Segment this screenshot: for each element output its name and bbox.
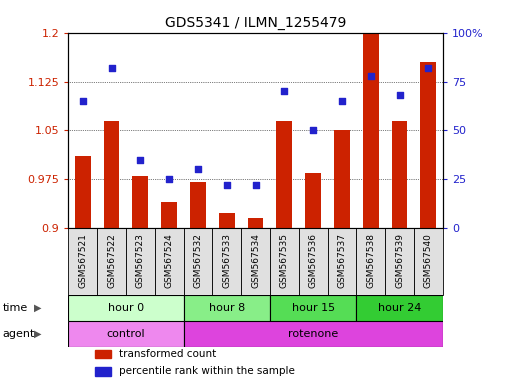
- Bar: [94, 367, 111, 376]
- Point: [222, 182, 230, 188]
- Text: agent: agent: [3, 329, 35, 339]
- Bar: [362, 0, 378, 228]
- Text: GSM567536: GSM567536: [308, 233, 317, 288]
- FancyBboxPatch shape: [183, 321, 442, 347]
- Point: [424, 65, 432, 71]
- FancyBboxPatch shape: [356, 295, 442, 321]
- FancyBboxPatch shape: [183, 295, 269, 321]
- Bar: [391, 121, 407, 228]
- Text: time: time: [3, 303, 28, 313]
- Point: [78, 98, 86, 104]
- Text: control: control: [107, 329, 145, 339]
- Text: hour 8: hour 8: [208, 303, 244, 313]
- FancyBboxPatch shape: [269, 295, 356, 321]
- FancyBboxPatch shape: [212, 228, 241, 295]
- FancyBboxPatch shape: [126, 228, 155, 295]
- Point: [107, 65, 115, 71]
- Bar: [420, 62, 435, 228]
- FancyBboxPatch shape: [413, 228, 442, 295]
- FancyBboxPatch shape: [97, 228, 126, 295]
- Bar: [161, 202, 177, 228]
- Point: [395, 92, 403, 98]
- Text: GSM567537: GSM567537: [337, 233, 346, 288]
- Text: GSM567539: GSM567539: [394, 233, 403, 288]
- Point: [309, 127, 317, 133]
- FancyBboxPatch shape: [298, 228, 327, 295]
- Bar: [247, 218, 263, 228]
- Text: GSM567532: GSM567532: [193, 233, 202, 288]
- Point: [165, 176, 173, 182]
- Point: [366, 73, 374, 79]
- FancyBboxPatch shape: [68, 321, 183, 347]
- Text: percentile rank within the sample: percentile rank within the sample: [119, 366, 294, 376]
- Bar: [305, 173, 321, 228]
- Text: ▶: ▶: [34, 303, 41, 313]
- Point: [136, 157, 144, 163]
- FancyBboxPatch shape: [269, 228, 298, 295]
- Text: GSM567538: GSM567538: [366, 233, 375, 288]
- Bar: [104, 121, 119, 228]
- FancyBboxPatch shape: [241, 228, 269, 295]
- Text: transformed count: transformed count: [119, 349, 216, 359]
- Bar: [333, 130, 349, 228]
- Text: GSM567535: GSM567535: [279, 233, 288, 288]
- Text: ▶: ▶: [34, 329, 41, 339]
- Text: GSM567534: GSM567534: [250, 233, 260, 288]
- FancyBboxPatch shape: [384, 228, 413, 295]
- FancyBboxPatch shape: [155, 228, 183, 295]
- Bar: [218, 213, 234, 228]
- Text: GSM567522: GSM567522: [107, 233, 116, 288]
- FancyBboxPatch shape: [327, 228, 356, 295]
- FancyBboxPatch shape: [68, 228, 97, 295]
- Bar: [132, 176, 148, 228]
- Text: GSM567540: GSM567540: [423, 233, 432, 288]
- Point: [193, 166, 201, 172]
- Point: [280, 88, 288, 94]
- Text: rotenone: rotenone: [287, 329, 338, 339]
- Bar: [276, 121, 292, 228]
- Bar: [94, 349, 111, 358]
- Text: hour 24: hour 24: [377, 303, 420, 313]
- Text: GSM567521: GSM567521: [78, 233, 87, 288]
- Point: [337, 98, 345, 104]
- Bar: [75, 156, 90, 228]
- FancyBboxPatch shape: [68, 295, 183, 321]
- FancyBboxPatch shape: [183, 228, 212, 295]
- Text: hour 15: hour 15: [291, 303, 334, 313]
- Point: [251, 182, 259, 188]
- Text: GSM567533: GSM567533: [222, 233, 231, 288]
- Text: GSM567524: GSM567524: [164, 233, 173, 288]
- Bar: [190, 182, 206, 228]
- Text: GSM567523: GSM567523: [135, 233, 144, 288]
- FancyBboxPatch shape: [356, 228, 384, 295]
- Text: hour 0: hour 0: [108, 303, 144, 313]
- Title: GDS5341 / ILMN_1255479: GDS5341 / ILMN_1255479: [165, 16, 345, 30]
